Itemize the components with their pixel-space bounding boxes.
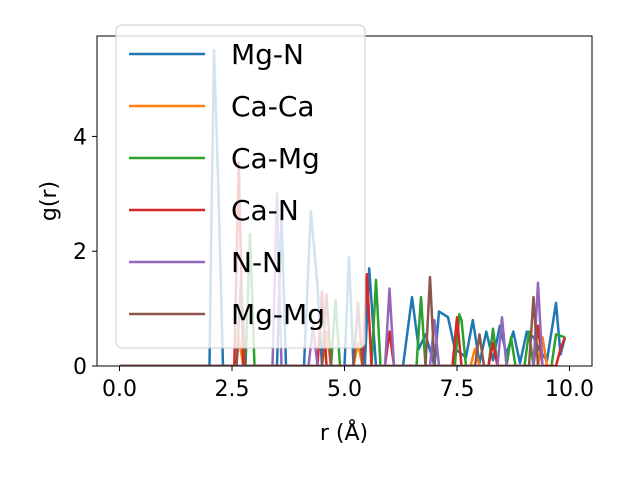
x-tick-label: 5.0 (327, 377, 362, 402)
x-tick-label: 0.0 (102, 377, 137, 402)
legend-label-mg-n: Mg-N (231, 38, 304, 71)
x-tick-label: 7.5 (440, 377, 475, 402)
legend-label-ca-n: Ca-N (231, 194, 299, 227)
x-axis-label: r (Å) (320, 419, 368, 446)
y-axis-label: g(r) (37, 181, 62, 221)
x-axis: 0.0 2.5 5.0 7.5 10.0 (102, 366, 594, 402)
x-tick-label: 10.0 (545, 377, 594, 402)
y-tick-label: 2 (73, 240, 87, 265)
legend-label-ca-mg: Ca-Mg (231, 142, 320, 175)
series-line-ca-n (119, 161, 567, 366)
legend-label-n-n: N-N (231, 246, 283, 279)
legend-label-ca-ca: Ca-Ca (231, 90, 315, 123)
legend-label-mg-mg: Mg-Mg (231, 298, 325, 331)
series-line-ca-ca (119, 330, 549, 366)
x-tick-label: 2.5 (215, 377, 250, 402)
y-tick-label: 4 (73, 125, 87, 150)
legend: Mg-N Ca-Ca Ca-Mg Ca-N N-N Mg-Mg (115, 24, 366, 349)
y-tick-label: 0 (73, 355, 87, 380)
y-axis: 0 2 4 (73, 125, 97, 380)
